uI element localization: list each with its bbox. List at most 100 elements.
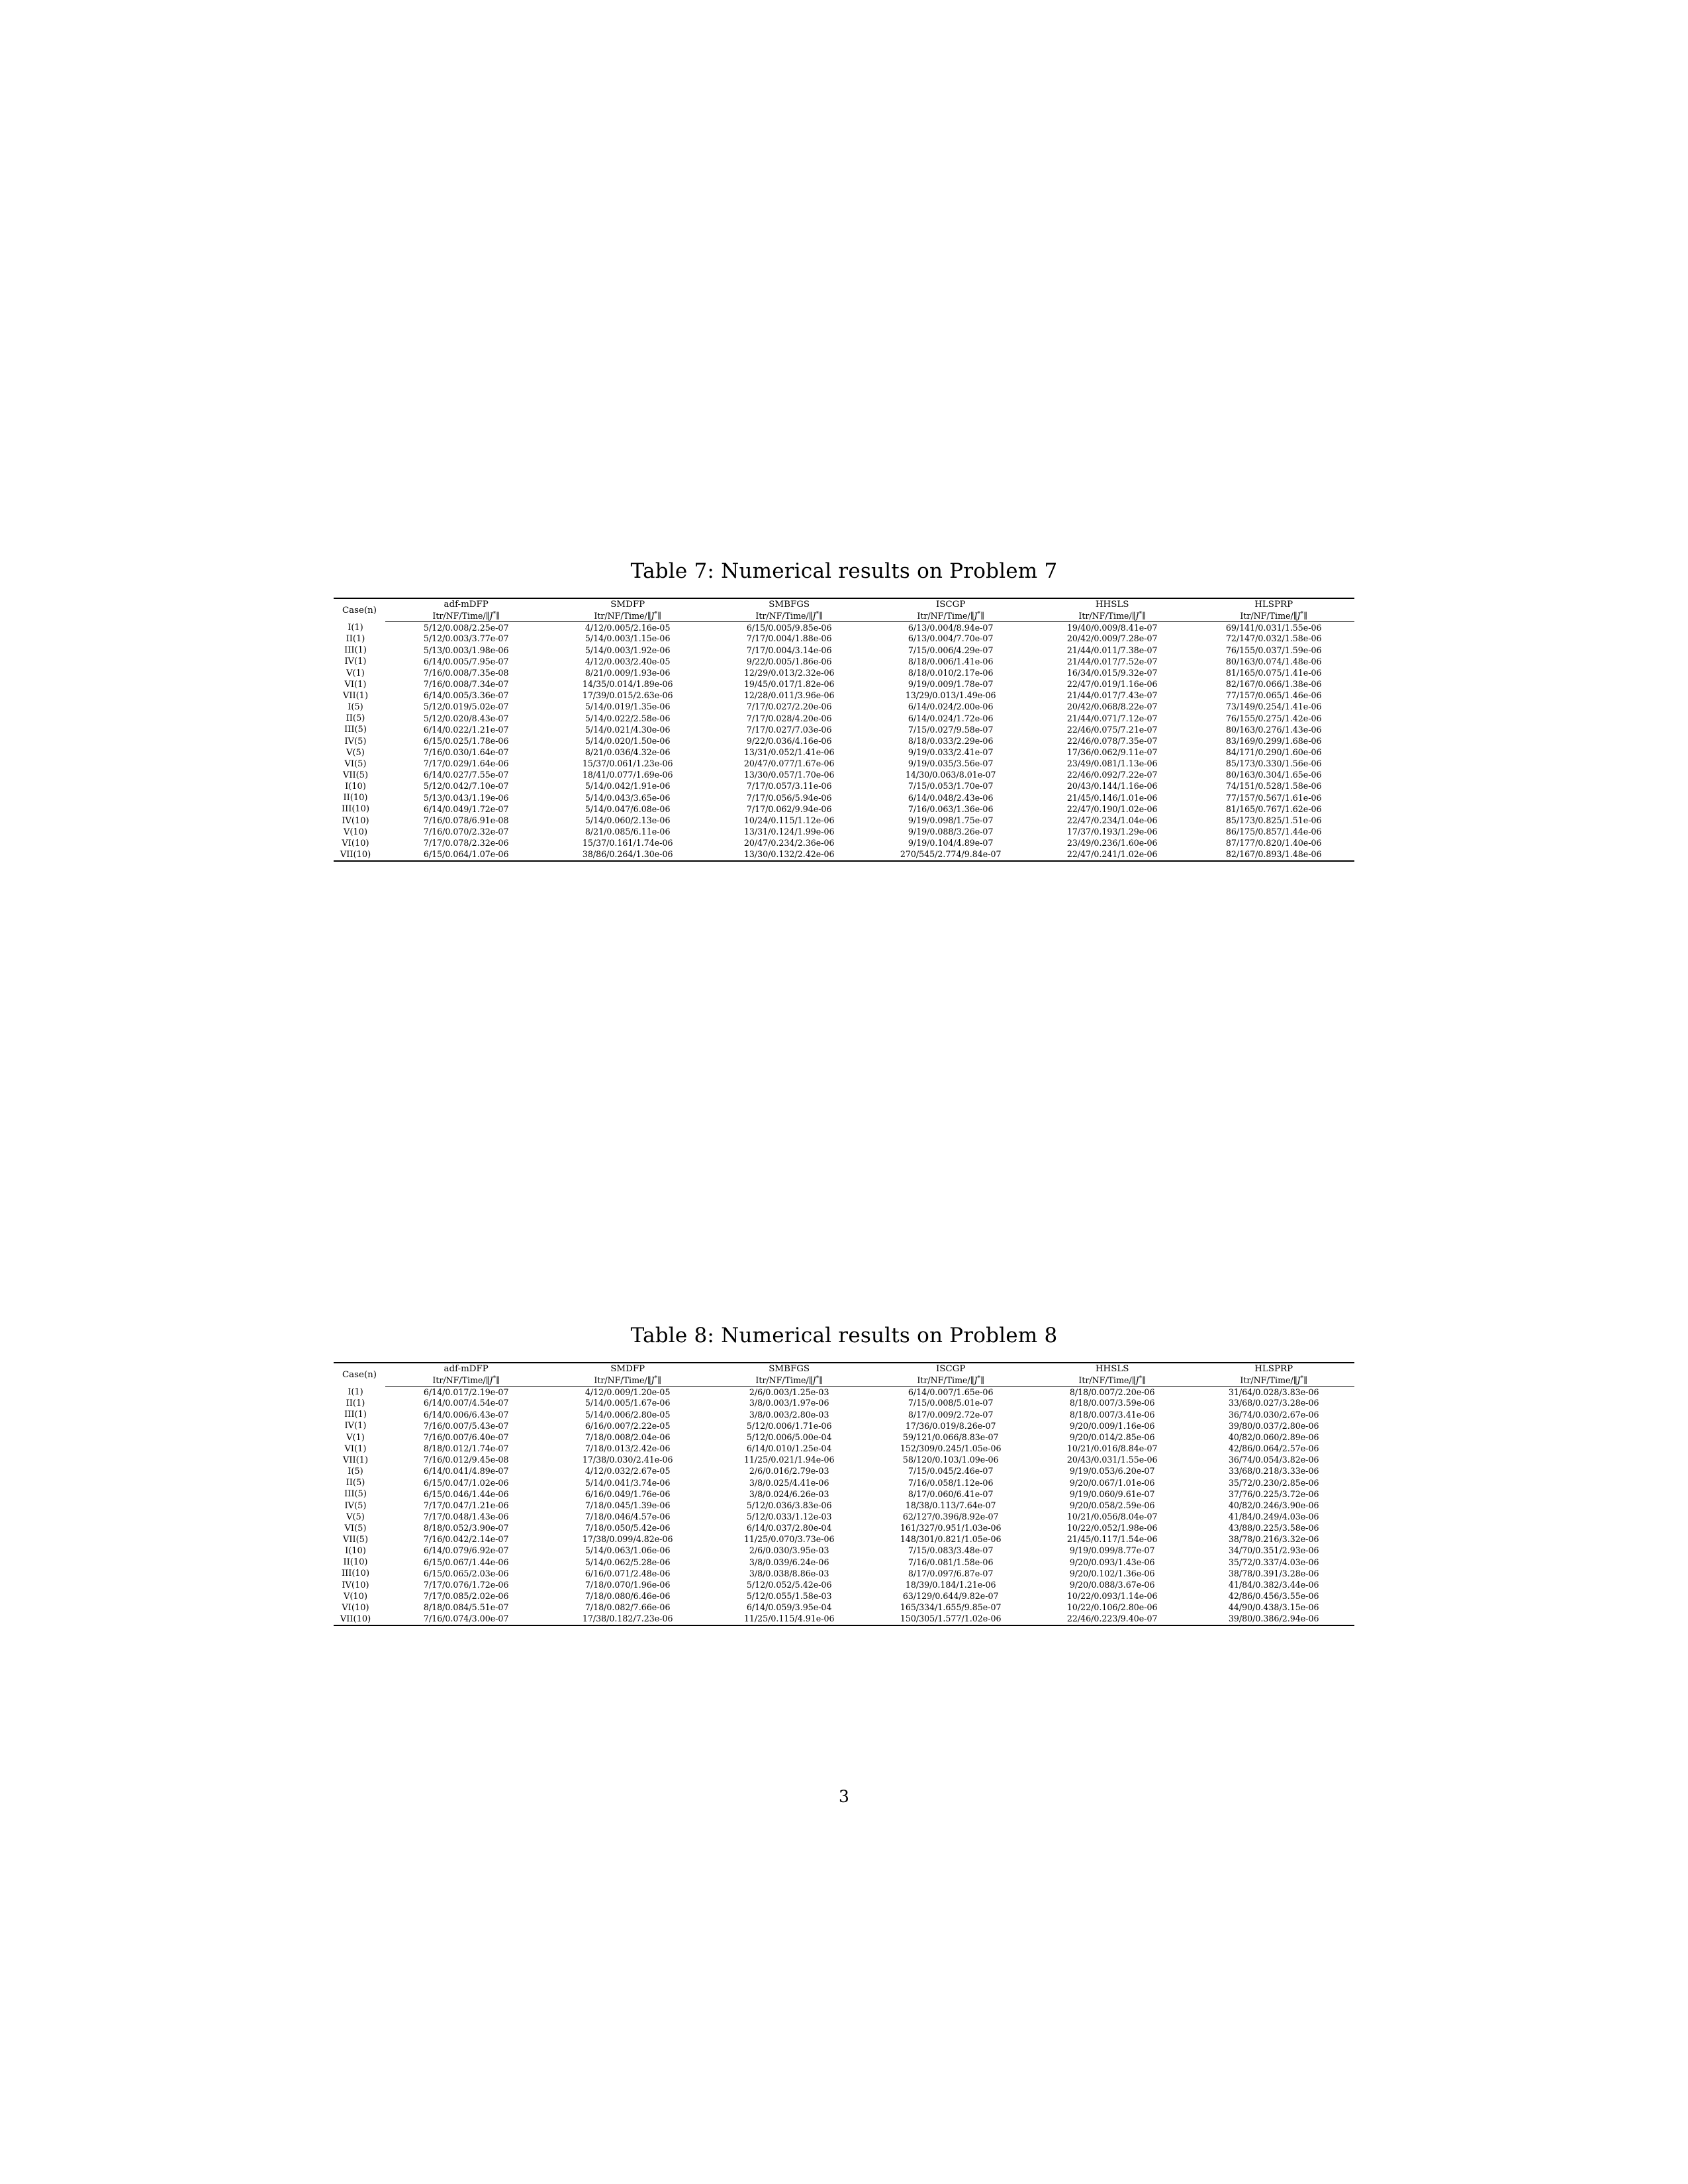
cell-hhsls: 22/46/0.078/7.35e-07 (1066, 735, 1158, 746)
cell-adf-mdfp: 5/12/0.019/5.02e-07 (423, 702, 509, 712)
cell-smdfp: 7/18/0.013/2.42e-06 (585, 1443, 671, 1454)
cell-adf-mdfp: 6/15/0.025/1.78e-06 (423, 735, 509, 746)
cell-smbfgs: 3/8/0.038/8.86e-03 (749, 1568, 829, 1578)
cell-smdfp: 4/12/0.005/2.16e-05 (585, 622, 671, 633)
cell-hlsprp: 36/74/0.030/2.67e-06 (1228, 1409, 1319, 1420)
cell-hhsls: 8/18/0.007/3.59e-06 (1069, 1398, 1155, 1408)
cell-case: III(10) (341, 1569, 370, 1579)
cell-smdfp: 7/18/0.080/6.46e-06 (585, 1591, 671, 1602)
table-row: II(10) 6/15/0.067/1.44e-06 5/14/0.062/5.28… (334, 1557, 1354, 1568)
cell-hlsprp: 81/165/0.075/1.41e-06 (1225, 667, 1322, 678)
cell-case: VI(10) (342, 838, 369, 848)
cell-case: V(5) (346, 747, 365, 758)
cell-hlsprp: 39/80/0.386/2.94e-06 (1193, 1614, 1355, 1627)
column-subheader-metric: Itr/NF/Time/∥J*∥ (1031, 610, 1194, 623)
cell-iscgp: 7/15/0.008/5.01e-07 (908, 1398, 994, 1408)
column-subheader-metric: Itr/NF/Time/∥J*∥ (1193, 610, 1355, 623)
cell-smbfgs: 2/6/0.016/2.79e-03 (749, 1466, 829, 1477)
cell-hlsprp: 87/177/0.820/1.40e-06 (1225, 838, 1322, 848)
cell-hhsls: 22/47/0.190/1.02e-06 (1066, 803, 1158, 814)
cell-smbfgs: 13/31/0.052/1.41e-06 (743, 747, 835, 757)
cell-adf-mdfp: 7/16/0.012/9.45e-08 (423, 1455, 509, 1465)
cell-iscgp: 7/15/0.053/1.70e-07 (908, 781, 994, 792)
cell-hlsprp: 74/151/0.528/1.58e-06 (1225, 781, 1322, 792)
cell-adf-mdfp: 5/12/0.042/7.10e-07 (423, 781, 509, 792)
cell-adf-mdfp: 5/13/0.043/1.19e-06 (423, 792, 509, 803)
cell-case: VII(10) (333, 849, 386, 862)
cell-iscgp: 9/19/0.033/2.41e-07 (908, 747, 994, 757)
table-8: Case(n) adf-mDFP SMDFP SMBFGS ISCGP HHSLS HLSP… (333, 1362, 1355, 1627)
cell-case: II(5) (346, 713, 365, 724)
cell-smbfgs: 3/8/0.024/6.26e-03 (749, 1488, 829, 1499)
cell-case: VII(10) (333, 1614, 386, 1627)
cell-smbfgs: 3/8/0.003/2.80e-03 (749, 1409, 829, 1420)
cell-hhsls: 9/20/0.093/1.43e-06 (1069, 1557, 1155, 1567)
cell-case: IV(5) (344, 736, 367, 747)
cell-adf-mdfp: 7/17/0.047/1.21e-06 (423, 1500, 509, 1510)
cell-smbfgs: 12/29/0.013/2.32e-06 (743, 667, 835, 678)
column-header-smbfgs: SMBFGS (708, 598, 870, 611)
cell-case: II(1) (346, 1398, 365, 1409)
cell-case: VI(1) (344, 1443, 367, 1454)
cell-smdfp: 5/14/0.022/2.58e-06 (585, 713, 671, 723)
cell-case: VII(5) (342, 770, 369, 781)
cell-iscgp: 8/17/0.097/6.87e-07 (908, 1568, 994, 1578)
cell-smbfgs: 5/12/0.055/1.58e-03 (746, 1591, 832, 1602)
cell-iscgp: 7/15/0.027/9.58e-07 (908, 724, 994, 735)
table-row: VII(10) 6/15/0.064/1.07e-06 38/86/0.264/1.… (333, 849, 1355, 862)
table-row: I(10) 6/14/0.079/6.92e-07 5/14/0.063/1.06e… (334, 1545, 1354, 1557)
cell-smdfp: 7/18/0.008/2.04e-06 (585, 1432, 671, 1442)
cell-smdfp: 5/14/0.006/2.80e-05 (585, 1409, 671, 1420)
cell-case: VII(1) (342, 1455, 369, 1465)
cell-hlsprp: 33/68/0.218/3.33e-06 (1228, 1466, 1319, 1477)
cell-case: II(5) (346, 1478, 365, 1488)
cell-smdfp: 5/14/0.021/4.30e-06 (585, 724, 671, 735)
cell-case: VI(10) (342, 1602, 369, 1613)
table-row: IV(1) 6/14/0.005/7.95e-07 4/12/0.003/2.40e… (334, 656, 1354, 667)
cell-iscgp: 17/36/0.019/8.26e-07 (905, 1420, 996, 1431)
cell-case: V(10) (343, 1591, 368, 1602)
cell-smbfgs: 5/12/0.052/5.42e-06 (746, 1579, 832, 1590)
cell-smdfp: 4/12/0.003/2.40e-05 (585, 656, 671, 666)
cell-hlsprp: 38/78/0.216/3.32e-06 (1228, 1534, 1319, 1545)
column-subheader-metric: Itr/NF/Time/∥J*∥ (1193, 1375, 1355, 1387)
page-number: 3 (839, 1787, 849, 1806)
cell-adf-mdfp: 7/17/0.076/1.72e-06 (423, 1579, 509, 1590)
cell-case: III(1) (344, 645, 367, 656)
cell-smbfgs: 3/8/0.025/4.41e-06 (749, 1477, 829, 1488)
cell-adf-mdfp: 6/15/0.046/1.44e-06 (423, 1488, 509, 1499)
cell-smbfgs: 11/25/0.070/3.73e-06 (743, 1534, 835, 1545)
table-row: II(1) 5/12/0.003/3.77e-07 5/14/0.003/1.15e… (334, 633, 1354, 645)
cell-adf-mdfp: 7/17/0.048/1.43e-06 (423, 1511, 509, 1522)
cell-smdfp: 5/14/0.062/5.28e-06 (585, 1557, 671, 1567)
table-row: VII(5) 6/14/0.027/7.55e-07 18/41/0.077/1.6… (334, 770, 1354, 781)
table-row: V(5) 7/17/0.048/1.43e-06 7/18/0.046/4.57e-… (334, 1512, 1354, 1523)
table-row: III(1) 5/13/0.003/1.98e-06 5/14/0.003/1.92… (334, 645, 1354, 656)
cell-smbfgs: 12/28/0.011/3.96e-06 (743, 690, 835, 701)
table-7-caption: Table 7: Numerical results on Problem 7 (630, 559, 1058, 583)
cell-smdfp: 5/14/0.003/1.15e-06 (585, 633, 671, 644)
cell-iscgp: 7/15/0.045/2.46e-07 (908, 1466, 994, 1477)
table-row: I(1) 6/14/0.017/2.19e-07 4/12/0.009/1.20e-… (334, 1387, 1354, 1398)
column-subheader-metric: Itr/NF/Time/∥J*∥ (870, 610, 1032, 623)
cell-hlsprp: 80/163/0.074/1.48e-06 (1225, 656, 1322, 666)
cell-hlsprp: 41/84/0.382/3.44e-06 (1228, 1579, 1319, 1590)
table-8-head: Case(n) adf-mDFP SMDFP SMBFGS ISCGP HHSLS HLSP… (333, 1362, 1355, 1387)
cell-adf-mdfp: 5/12/0.008/2.25e-07 (423, 622, 509, 633)
cell-iscgp: 8/18/0.006/1.41e-06 (908, 656, 994, 666)
cell-hhsls: 9/19/0.099/8.77e-07 (1069, 1545, 1155, 1556)
cell-smbfgs: 13/30/0.132/2.42e-06 (708, 849, 870, 862)
column-subheader-metric: Itr/NF/Time/∥J*∥ (385, 610, 547, 623)
cell-hhsls: 17/36/0.062/9.11e-07 (1066, 747, 1158, 757)
table-row: III(10) 6/15/0.065/2.03e-06 6/16/0.071/2.4… (334, 1568, 1354, 1579)
cell-hhsls: 23/49/0.236/1.60e-06 (1066, 838, 1158, 848)
cell-iscgp: 14/30/0.063/8.01e-07 (905, 770, 996, 780)
table-7-body: I(1) 5/12/0.008/2.25e-07 4/12/0.005/2.16e-… (333, 622, 1355, 862)
table-row: II(10) 5/13/0.043/1.19e-06 5/14/0.043/3.65… (334, 792, 1354, 803)
table-header-row-methods: Case(n) adf-mDFP SMDFP SMBFGS ISCGP HHSLS HLSP… (333, 1362, 1355, 1387)
cell-hlsprp: 81/165/0.767/1.62e-06 (1225, 803, 1322, 814)
table-row: IV(5) 6/15/0.025/1.78e-06 5/14/0.020/1.50e… (334, 736, 1354, 747)
cell-hlsprp: 43/88/0.225/3.58e-06 (1228, 1523, 1319, 1533)
table-row: II(5) 5/12/0.020/8.43e-07 5/14/0.022/2.58e… (334, 713, 1354, 724)
